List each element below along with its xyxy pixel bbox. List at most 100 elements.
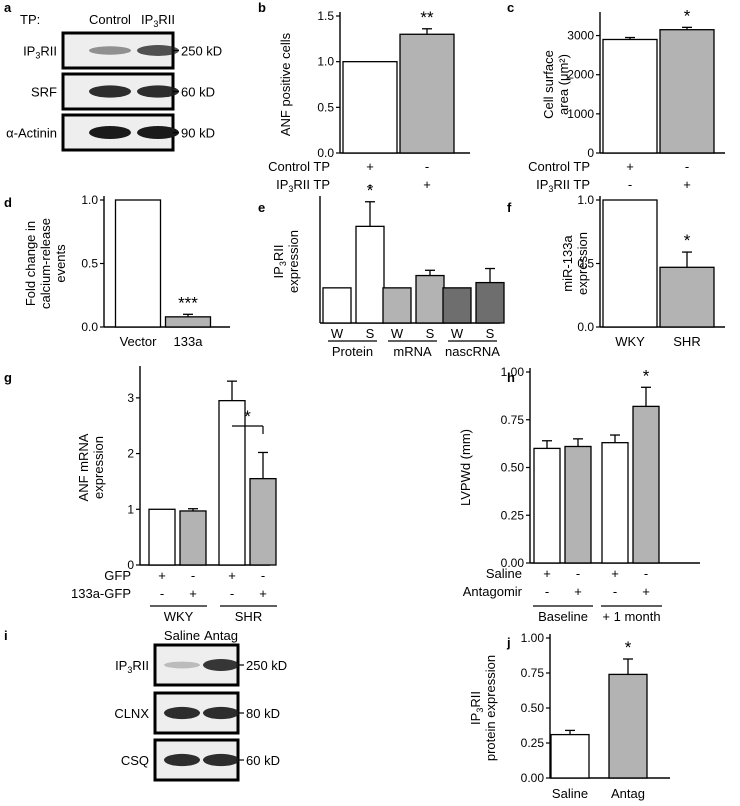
condition-label: IP3RII TP <box>536 177 590 194</box>
bar <box>382 287 412 324</box>
bar <box>415 274 445 324</box>
molecular-weight-label: 90 kD <box>181 126 215 141</box>
condition-mark: + <box>366 159 374 174</box>
y-axis-label: calcium-release <box>38 218 53 309</box>
panel-g: g 0 1 2 3 ANF mRNA expression GFP + - + - 133a-GFP - +… <box>4 366 277 624</box>
panel-j: j 0.00 0.25 0.50 0.75 1.00 IP3RII protein expre… <box>468 631 670 801</box>
y-axis-label: events <box>53 244 68 283</box>
bar <box>179 510 207 566</box>
panel-label-f: f <box>507 200 512 215</box>
panel-label-g: g <box>4 370 12 385</box>
y-axis-label: expression <box>575 232 590 295</box>
group-label: mRNA <box>393 344 432 359</box>
y-tick-label: 0.5 <box>81 257 98 271</box>
condition-mark: - <box>613 584 617 599</box>
group-label: SHR <box>235 609 262 624</box>
y-tick-label: 0.00 <box>521 771 545 785</box>
panel-label-h: h <box>507 370 515 385</box>
blot-band <box>203 753 239 767</box>
condition-mark: + <box>574 584 582 599</box>
y-tick-label: 0.00 <box>501 556 525 570</box>
blot-row-label: CSQ <box>121 753 149 768</box>
blot-row-label: IP3RII <box>115 658 149 675</box>
y-axis-label: expression <box>91 436 106 499</box>
blot-lane-header: Control <box>89 12 131 27</box>
y-axis-label: IP3RII <box>271 245 288 279</box>
bar <box>322 287 352 324</box>
bar <box>114 199 162 328</box>
condition-mark: - <box>628 177 632 192</box>
y-axis-label: miR-133a <box>560 235 575 292</box>
category-label: Saline <box>552 786 588 801</box>
condition-mark: - <box>685 159 689 174</box>
significance-marker: * <box>684 231 691 250</box>
panel-label-c: c <box>507 0 514 15</box>
bar <box>564 445 592 564</box>
group-label: Protein <box>332 344 373 359</box>
y-tick-label: 1.00 <box>501 365 525 379</box>
condition-mark: - <box>368 177 372 192</box>
category-label: 133a <box>174 334 204 349</box>
y-axis-label: protein expression <box>483 655 498 761</box>
y-tick-label: 0.50 <box>501 461 525 475</box>
bar <box>632 405 660 564</box>
condition-mark: + <box>228 568 236 583</box>
y-tick-label: 0.75 <box>521 666 545 680</box>
blot-lane-header: Saline <box>164 628 200 643</box>
y-tick-label: 0 <box>587 146 594 160</box>
category-label: WKY <box>615 334 645 349</box>
category-label: Vector <box>120 334 158 349</box>
bar <box>342 61 398 154</box>
category-label: W <box>451 326 464 341</box>
bar <box>442 287 472 324</box>
panel-f: f 0.0 0.5 1.0 miR-133a expression * WKY SHR <box>507 193 725 349</box>
significance-marker: * <box>625 638 632 657</box>
y-tick-label: 0 <box>127 558 134 572</box>
y-tick-label: 2 <box>127 447 134 461</box>
condition-mark: - <box>576 566 580 581</box>
bar <box>148 508 176 566</box>
condition-mark: - <box>160 586 164 601</box>
panel-h: h 0.00 0.25 0.50 0.75 1.00 LVPWd (mm) * Saline + -… <box>458 365 700 624</box>
panel-e: e IP3RII expression * W S W S W S Protein mRNA nascR… <box>258 181 505 359</box>
bar <box>550 733 590 779</box>
condition-label: 133a-GFP <box>71 586 131 601</box>
bar <box>533 447 561 564</box>
bar <box>399 33 455 154</box>
blot-band <box>137 85 179 98</box>
condition-mark: - <box>191 568 195 583</box>
y-tick-label: 0.75 <box>501 413 525 427</box>
panel-c: c 0 1000 2000 3000 Cell surface area (μm²) * Con… <box>507 0 725 194</box>
category-label: S <box>486 326 495 341</box>
condition-mark: + <box>642 584 650 599</box>
blot-band <box>203 659 239 671</box>
y-axis-label: Cell surface <box>541 50 556 119</box>
blot-row-label: SRF <box>31 85 57 100</box>
y-axis-label: area (μm²) <box>556 54 571 115</box>
significance-marker: * <box>244 407 251 426</box>
y-tick-label: 0.50 <box>521 701 545 715</box>
y-tick-label: 0.0 <box>81 320 98 334</box>
condition-mark: + <box>189 586 197 601</box>
condition-mark: + <box>423 177 431 192</box>
bar <box>164 316 212 328</box>
condition-label: Antagomir <box>463 584 523 599</box>
bar <box>475 281 505 324</box>
panel-d: d 0.0 0.5 1.0 Fold change in calcium-release e… <box>4 193 230 349</box>
condition-mark: - <box>644 566 648 581</box>
category-label: S <box>366 326 375 341</box>
blot-row-label: IP3RII <box>23 44 57 61</box>
panel-label-b: b <box>258 0 266 15</box>
panel-label-d: d <box>4 195 12 210</box>
bar <box>602 199 658 328</box>
panel-b: b 0.0 0.5 1.0 1.5 ANF positive cells ** Control… <box>258 0 470 194</box>
condition-mark: + <box>158 568 166 583</box>
bar <box>659 29 715 154</box>
y-axis-label: ANF mRNA <box>76 433 91 501</box>
condition-mark: + <box>611 566 619 581</box>
y-tick-label: 1 <box>127 502 134 516</box>
significance-marker: * <box>684 6 691 25</box>
panel-label-e: e <box>258 200 265 215</box>
y-axis-label: Fold change in <box>23 221 38 306</box>
